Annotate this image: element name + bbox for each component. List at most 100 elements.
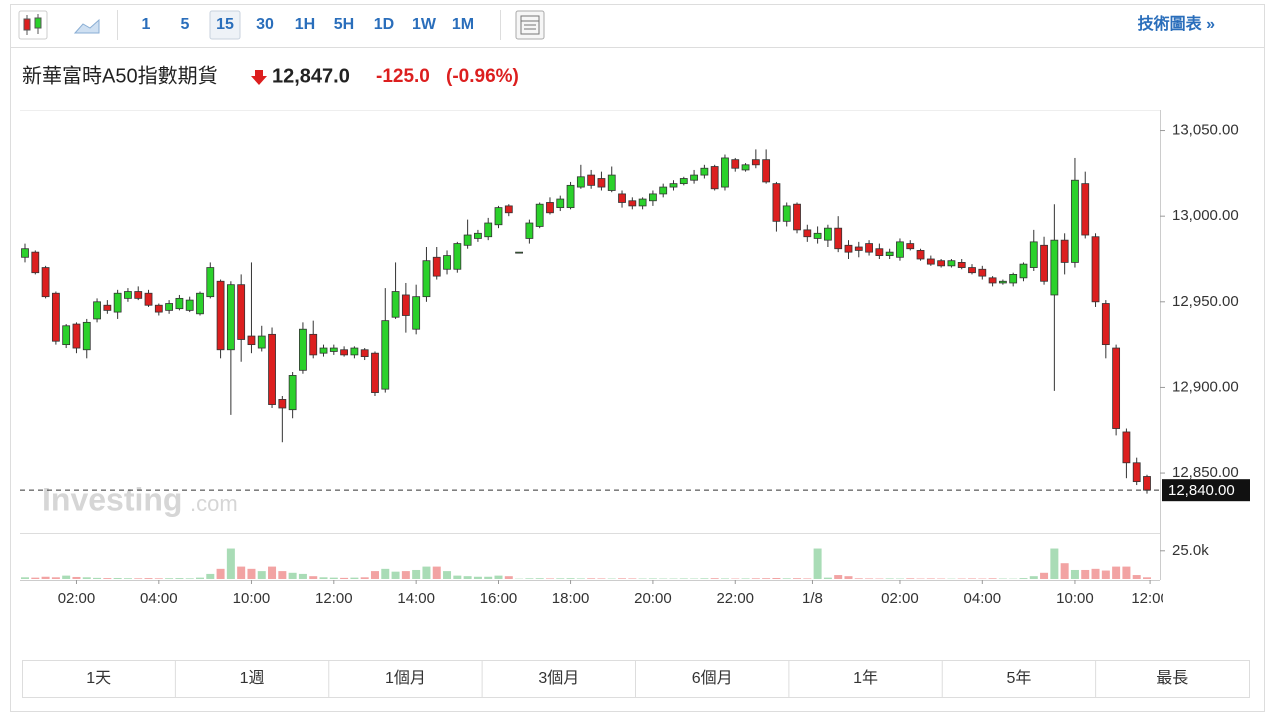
volume-bar <box>320 577 328 579</box>
volume-bar <box>350 578 358 579</box>
candle-body <box>824 228 831 240</box>
interval-button[interactable]: 30 <box>256 16 274 33</box>
candle-body <box>711 167 718 189</box>
interval-button[interactable]: 1M <box>452 16 474 33</box>
candle-body <box>546 202 553 212</box>
interval-button[interactable]: 15 <box>216 16 234 33</box>
x-tick-label: 18:00 <box>552 590 590 607</box>
interval-button[interactable]: 1D <box>374 16 394 33</box>
candle-body <box>186 300 193 310</box>
volume-bar <box>453 576 461 579</box>
volume-bar <box>196 578 204 579</box>
candle-body <box>577 177 584 187</box>
range-button[interactable]: 1天 <box>86 670 111 687</box>
candle-body <box>516 252 523 253</box>
x-tick-label: 12:00 <box>315 590 353 607</box>
volume-bar <box>278 571 286 579</box>
interval-button[interactable]: 5H <box>334 16 354 33</box>
volume-bar <box>165 578 173 579</box>
layout-icon[interactable] <box>516 11 544 39</box>
icon-box[interactable] <box>19 11 47 39</box>
range-button[interactable]: 1年 <box>853 669 878 687</box>
range-button[interactable]: 6個月 <box>692 669 733 687</box>
candle-body <box>485 223 492 237</box>
candle-body <box>176 298 183 308</box>
volume-bar <box>175 578 183 579</box>
range-bar: 1天 1週 1個月 3個月 6個月 1年 5年 最長 <box>23 661 1250 698</box>
range-button[interactable]: 1週 <box>240 669 265 687</box>
volume-bar <box>21 577 29 579</box>
candle-body <box>752 160 759 165</box>
volume-bar <box>721 578 729 579</box>
candle-body <box>1071 180 1078 262</box>
volume-bar <box>72 577 80 579</box>
volume-bar <box>52 577 60 579</box>
volume-bar <box>762 578 770 579</box>
volume-bar <box>392 572 400 579</box>
volume-bar <box>927 578 935 579</box>
interval-button[interactable]: 1 <box>142 16 151 33</box>
candle-body <box>114 293 121 312</box>
candle-body <box>63 326 70 345</box>
technical-chart-link[interactable]: 技術圖表 » <box>1138 14 1215 33</box>
candle-body <box>721 158 728 187</box>
candle-body <box>938 261 945 266</box>
range-button[interactable]: 最長 <box>1156 669 1188 687</box>
range-button[interactable]: 1個月 <box>385 669 426 687</box>
range-button[interactable]: 5年 <box>1006 669 1031 687</box>
candle-icon[interactable] <box>19 11 47 39</box>
volume-bar <box>93 578 101 579</box>
volume-bar <box>474 577 482 579</box>
volume-bar <box>114 578 122 579</box>
volume-bar <box>412 570 420 579</box>
candle-body <box>392 292 399 318</box>
candle-body <box>299 329 306 370</box>
volume-bar <box>495 576 503 579</box>
volume-tick-label: 25.0k <box>1172 542 1209 559</box>
candle-body <box>835 228 842 249</box>
volume-bar <box>711 578 719 579</box>
candle-body <box>536 204 543 226</box>
candle-body <box>629 201 636 206</box>
range-button[interactable]: 3個月 <box>538 669 579 687</box>
interval-button[interactable]: 1W <box>412 16 437 33</box>
volume-bar <box>577 578 585 579</box>
candle-body <box>248 336 255 345</box>
volume-bar <box>299 574 307 579</box>
volume-bar <box>83 577 91 579</box>
y-tick-label: 12,850.00 <box>1172 464 1239 481</box>
volume-bar <box>443 571 451 579</box>
candle-body <box>794 204 801 230</box>
candle-body <box>269 334 276 404</box>
volume-bar <box>134 578 142 579</box>
candle-body <box>83 322 90 349</box>
watermark-suffix: .com <box>190 491 238 516</box>
candle-body <box>876 249 883 256</box>
candle-body <box>670 184 677 187</box>
candle-body <box>238 285 245 340</box>
price-change-pct: (-0.96%) <box>446 66 519 87</box>
candle-body <box>1144 476 1151 490</box>
candle-body <box>444 256 451 270</box>
candle-body <box>680 179 687 184</box>
candle-body <box>999 281 1006 283</box>
x-tick-label: 16:00 <box>480 590 518 607</box>
interval-button[interactable]: 1H <box>295 16 315 33</box>
candle-body <box>1010 274 1017 283</box>
volume-bar <box>227 549 235 579</box>
volume-bar <box>855 578 863 579</box>
x-tick-label: 14:00 <box>397 590 435 607</box>
candle-body <box>691 175 698 180</box>
volume-bar <box>1050 549 1058 579</box>
volume-bar <box>361 577 369 579</box>
volume-bar <box>865 578 873 579</box>
volume-bar <box>1071 570 1079 579</box>
volume-bar <box>62 576 70 579</box>
volume-bar <box>402 571 410 579</box>
candle-body <box>701 168 708 175</box>
candle-body <box>361 350 368 357</box>
interval-button[interactable]: 5 <box>181 16 190 33</box>
candle-body <box>341 350 348 355</box>
candle-body <box>474 233 481 238</box>
